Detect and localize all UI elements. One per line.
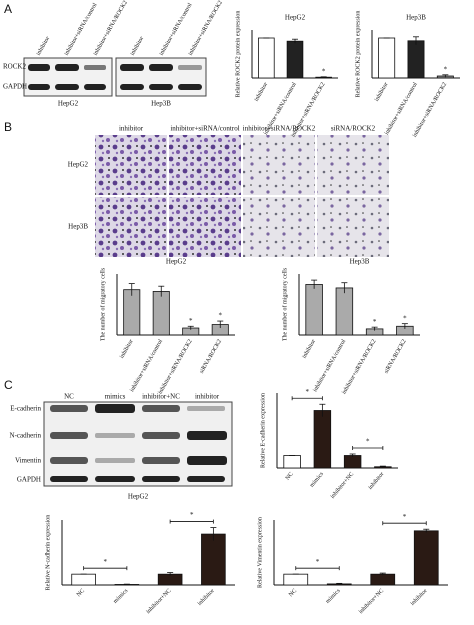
x-tick-label: inhibitor [368,471,386,491]
x-tick-label: inhibitor [302,339,318,360]
x-tick-label: inhibitor [197,588,216,607]
significance: * [322,67,326,75]
column-label: inhibitor+siRNA/ROCK2 [243,125,316,133]
bar [343,455,362,469]
x-tick-label: inhibitor+siRNA/control [312,338,347,393]
x-tick-label: siRNA/ROCK2 [199,339,223,375]
x-tick-label: inhibitor+siRNA/ROCK2 [341,339,377,396]
cell-label: Hep3B [151,100,171,108]
blot-row-label: ROCK2 [3,63,26,71]
chart-title: HepG2 [166,258,187,266]
y-axis-label: Relative E-cadherin expression [260,393,266,468]
lane-label: inhibitor+siRNA/control [159,2,194,57]
x-tick-label: inhibitor+NC [330,471,355,500]
y-axis-label: Relative ROCK2 protein expression [235,11,241,98]
panel-label: A [4,2,12,16]
x-tick-label: mimics [309,471,325,489]
blot-frame [115,57,207,97]
column-label: mimics [105,393,126,401]
significance: * [366,438,370,446]
significance: * [403,314,407,322]
bar [313,410,332,469]
x-tick-label: mimics [325,588,342,605]
significance: * [373,318,377,326]
row-label: N-cadherin [10,432,42,440]
x-tick-label: inhibitor+NC [358,588,385,615]
x-tick-label: mimics [113,588,130,605]
significance: * [316,558,320,566]
chart-title: HepG2 [285,14,306,22]
y-axis-label: The number of migratory cells [281,267,288,341]
blot-bands [50,404,227,482]
row-label: E-cadherin [10,405,41,413]
significance: * [189,317,193,325]
blot-bands [28,64,202,90]
panel-label: C [4,378,13,392]
blot-frame [43,401,233,487]
x-tick-label: inhibitor [119,339,135,360]
row-label: Hep3B [68,223,88,231]
bar [258,37,275,79]
significance: * [104,558,108,566]
blot-frame [23,57,113,97]
y-axis-label: The number of migratory cells [99,267,106,341]
bar [152,291,170,336]
lane-label: inhibitor+siRNA/ROCK2 [93,0,129,57]
x-tick-label: inhibitor [374,82,390,103]
x-tick-label: inhibitor+siRNA/control [384,81,419,136]
row-label: GAPDH [17,476,41,484]
cell-label: HepG2 [58,100,79,108]
micrographs [95,135,389,257]
lane-label: inhibitor [130,36,146,57]
lane-label: inhibitor+siRNA/control [64,2,99,57]
column-label: NC [64,393,74,401]
bar [370,573,396,586]
x-tick-label: NC [285,471,295,481]
bar [201,533,226,586]
lane-label: inhibitor [36,36,52,57]
x-tick-label: NC [288,588,298,598]
column-label: siRNA/ROCK2 [331,125,376,133]
x-tick-label: inhibitor+siRNA/control [129,338,164,393]
significance: * [444,65,448,73]
row-label: Vimentin [15,457,42,465]
x-tick-label: inhibitor+NC [145,588,172,615]
column-label: inhibitor+siRNA/control [170,125,239,133]
bar [305,284,323,336]
x-tick-label: NC [76,588,86,598]
column-label: inhibitor [119,125,144,133]
cell-label: HepG2 [128,493,149,501]
row-label: HepG2 [68,161,89,169]
significance: * [219,312,223,320]
blot-row-label: GAPDH [3,83,27,91]
x-tick-label: inhibitor [254,82,270,103]
y-axis-label: Relative Vimentin expression [257,517,263,588]
significance: * [403,513,407,521]
x-tick-label: inhibitor [410,588,429,607]
chart-title: Hep3B [406,14,426,22]
significance: * [306,388,310,396]
y-axis-label: Relative N-cadherin expression [45,515,51,591]
bar [123,289,141,336]
panel-label: B [4,120,12,134]
lane-label: inhibitor+siRNA/ROCK2 [188,0,224,57]
bar [407,40,425,79]
bar [335,287,354,336]
bar [378,37,396,79]
column-label: inhibitor [195,393,220,401]
bar [71,573,96,586]
chart-title: Hep3B [350,258,370,266]
x-tick-label: inhibitor+siRNA/ROCK2 [157,339,193,396]
bar [283,455,301,469]
column-label: inhibitor+NC [142,393,180,401]
x-tick-label: inhibitor+siRNA/ROCK2 [412,82,448,139]
bar [413,530,439,586]
bar [283,573,309,586]
significance: * [190,511,194,519]
y-axis-label: Relative ROCK2 protein expression [355,11,361,98]
x-tick-label: siRNA/ROCK2 [384,339,408,375]
bar [286,40,304,79]
